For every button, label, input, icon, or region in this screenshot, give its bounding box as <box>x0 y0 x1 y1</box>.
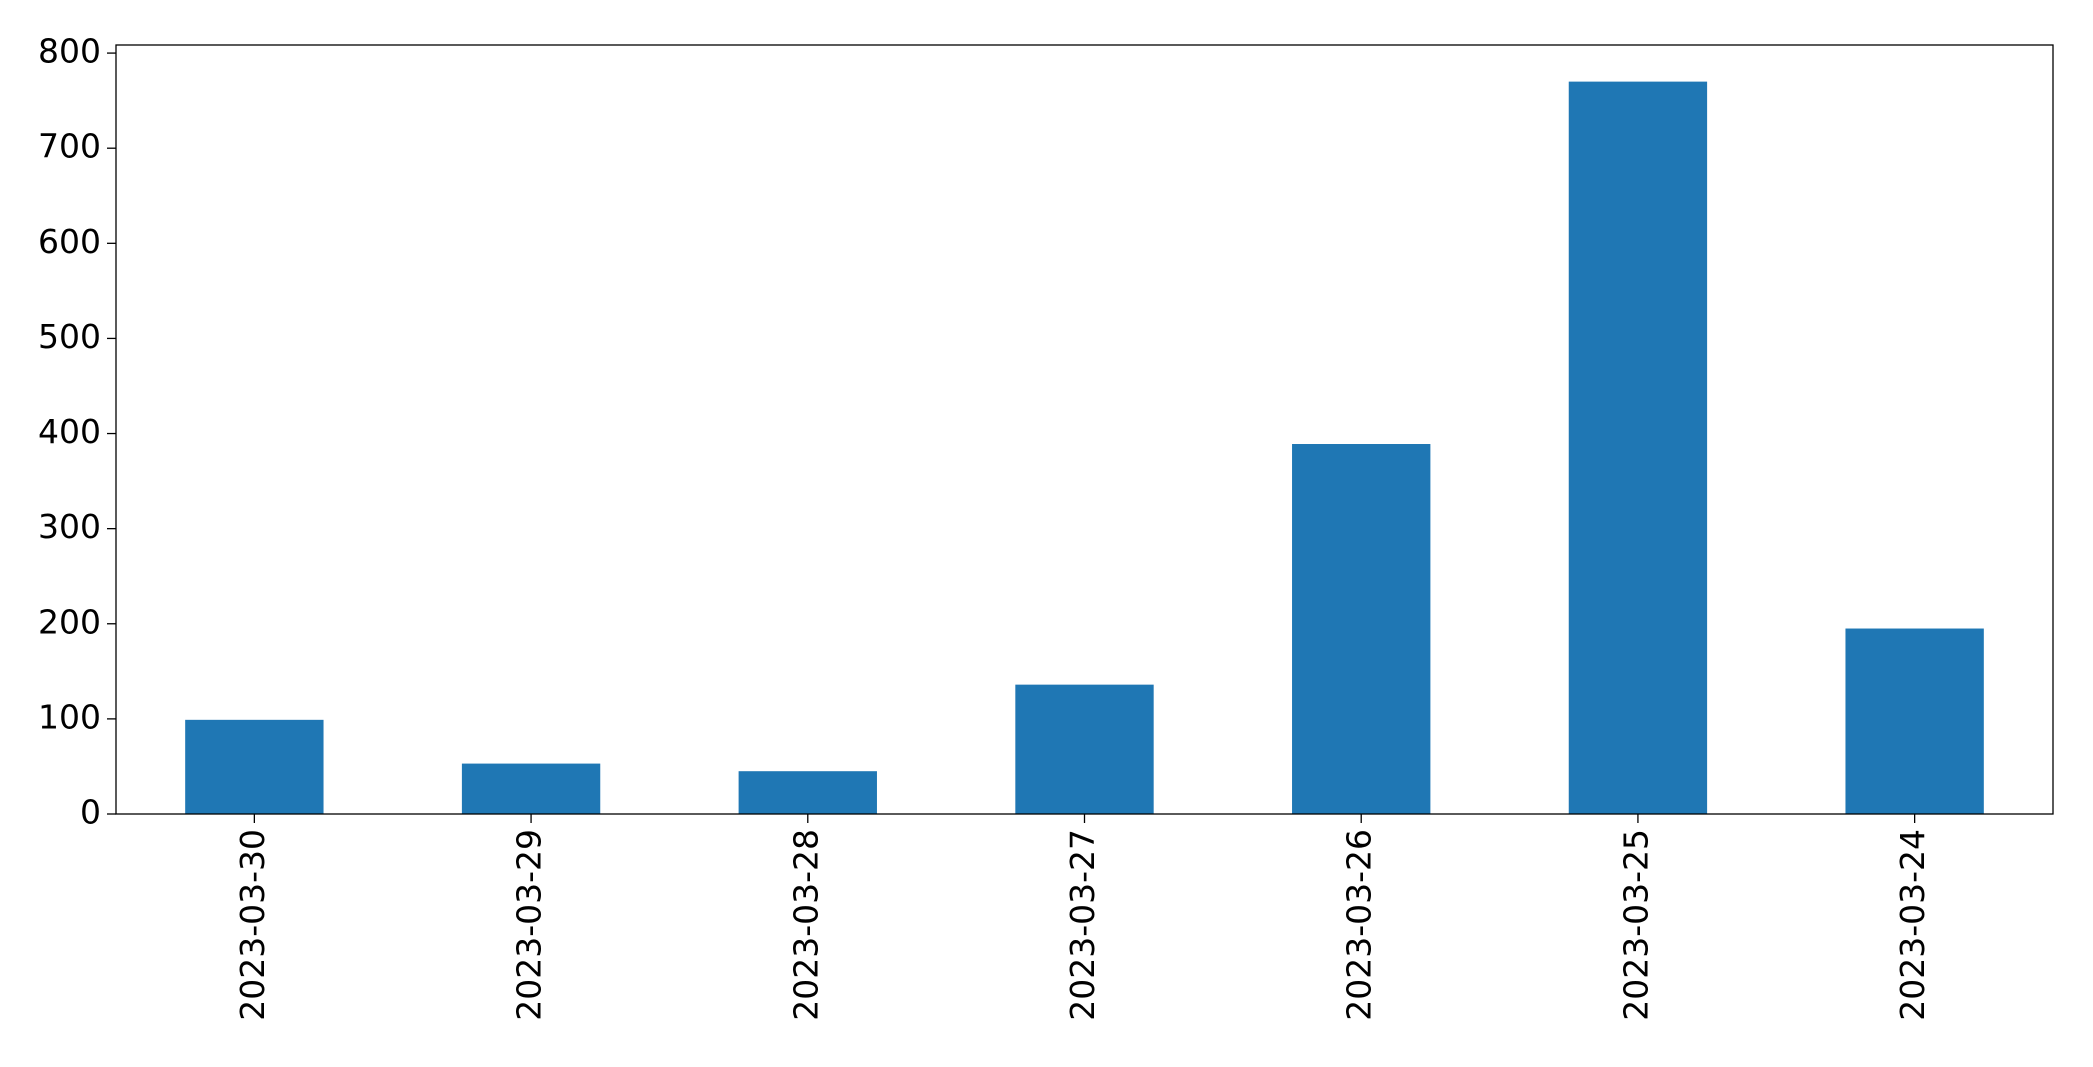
y-tick-label: 300 <box>38 507 101 546</box>
bar <box>185 719 324 814</box>
x-tick-label: 2023-03-24 <box>1893 829 1932 1021</box>
x-tick-label: 2023-03-28 <box>786 829 825 1021</box>
bar <box>461 763 601 814</box>
x-tick-label: 2023-03-30 <box>233 829 272 1021</box>
y-tick-label: 800 <box>38 32 101 71</box>
x-tick-label: 2023-03-26 <box>1340 829 1379 1021</box>
bar <box>1292 444 1431 814</box>
plot-frame <box>115 44 2054 815</box>
bar <box>1568 81 1708 815</box>
y-tick-label: 100 <box>38 697 101 736</box>
bar <box>1015 684 1154 814</box>
y-tick-label: 400 <box>38 412 101 451</box>
y-tick-label: 200 <box>38 602 101 641</box>
bar <box>1845 628 1984 814</box>
y-tick-label: 600 <box>38 222 101 261</box>
y-tick-label: 0 <box>80 793 101 832</box>
x-tick-label: 2023-03-25 <box>1616 829 1655 1021</box>
y-tick-label: 700 <box>38 127 101 166</box>
bar <box>738 771 877 814</box>
y-tick-label: 500 <box>38 317 101 356</box>
x-tick-label: 2023-03-29 <box>510 829 549 1021</box>
x-tick-label: 2023-03-27 <box>1063 829 1102 1021</box>
